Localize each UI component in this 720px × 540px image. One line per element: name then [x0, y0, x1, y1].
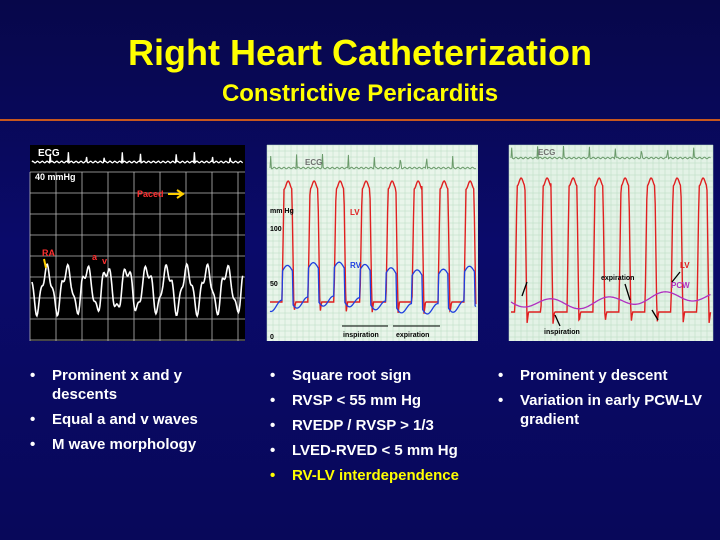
bullet: RV-LV interdependence	[270, 466, 495, 485]
bullet: RVEDP / RVSP > 1/3	[270, 416, 495, 435]
arrow	[521, 271, 681, 327]
label: LV	[680, 261, 690, 270]
label: mm Hg	[270, 208, 294, 215]
bullet: LVED-RVED < 5 mm Hg	[270, 441, 495, 460]
label: 0	[270, 334, 274, 341]
bullet-list: Square root sign RVSP < 55 mm Hg RVEDP /…	[270, 366, 495, 491]
bullet-list: Prominent y descent Variation in early P…	[498, 366, 708, 435]
label: 50	[270, 281, 278, 288]
bullet-list: Prominent x and y descents Equal a and v…	[30, 366, 240, 460]
lv-trace	[511, 177, 712, 324]
label: inspiration	[343, 332, 379, 339]
bullet: Equal a and v waves	[30, 410, 240, 429]
arrow	[168, 189, 185, 199]
label: a	[92, 252, 98, 262]
arrow	[43, 258, 47, 269]
bullet: M wave morphology	[30, 435, 240, 454]
bullet: RVSP < 55 mm Hg	[270, 391, 495, 410]
slide-subtitle: Constrictive Pericarditis	[221, 80, 499, 107]
label: 100	[270, 226, 282, 233]
label: inspiration	[544, 329, 580, 336]
label: PCW	[671, 281, 690, 290]
label: RA	[42, 248, 55, 258]
label: LV	[350, 208, 360, 217]
bullet: Prominent x and y descents	[30, 366, 240, 404]
label: Paced	[137, 189, 164, 199]
label: ECG	[305, 158, 322, 167]
lv-trace	[270, 180, 477, 314]
pcw-trace	[510, 291, 711, 310]
label: 40 mmHg	[35, 172, 76, 182]
bullet: Prominent y descent	[498, 366, 708, 385]
label: ECG	[538, 148, 555, 157]
label: v	[102, 256, 107, 266]
bullet: Square root sign	[270, 366, 495, 385]
panel-1-bg	[30, 145, 245, 341]
bullet: Variation in early PCW-LV gradient	[498, 391, 708, 429]
title-rule	[0, 119, 720, 121]
label: RV	[350, 261, 362, 270]
label: expiration	[601, 275, 634, 282]
ecg-trace	[510, 145, 711, 160]
pressure-trace	[31, 262, 244, 318]
label: expiration	[396, 332, 429, 339]
ecg-trace	[269, 153, 477, 170]
label: ECG	[38, 148, 60, 159]
rv-trace	[269, 261, 477, 315]
ecg-trace	[31, 152, 244, 165]
slide-title: Right Heart Catheterization	[127, 32, 593, 73]
